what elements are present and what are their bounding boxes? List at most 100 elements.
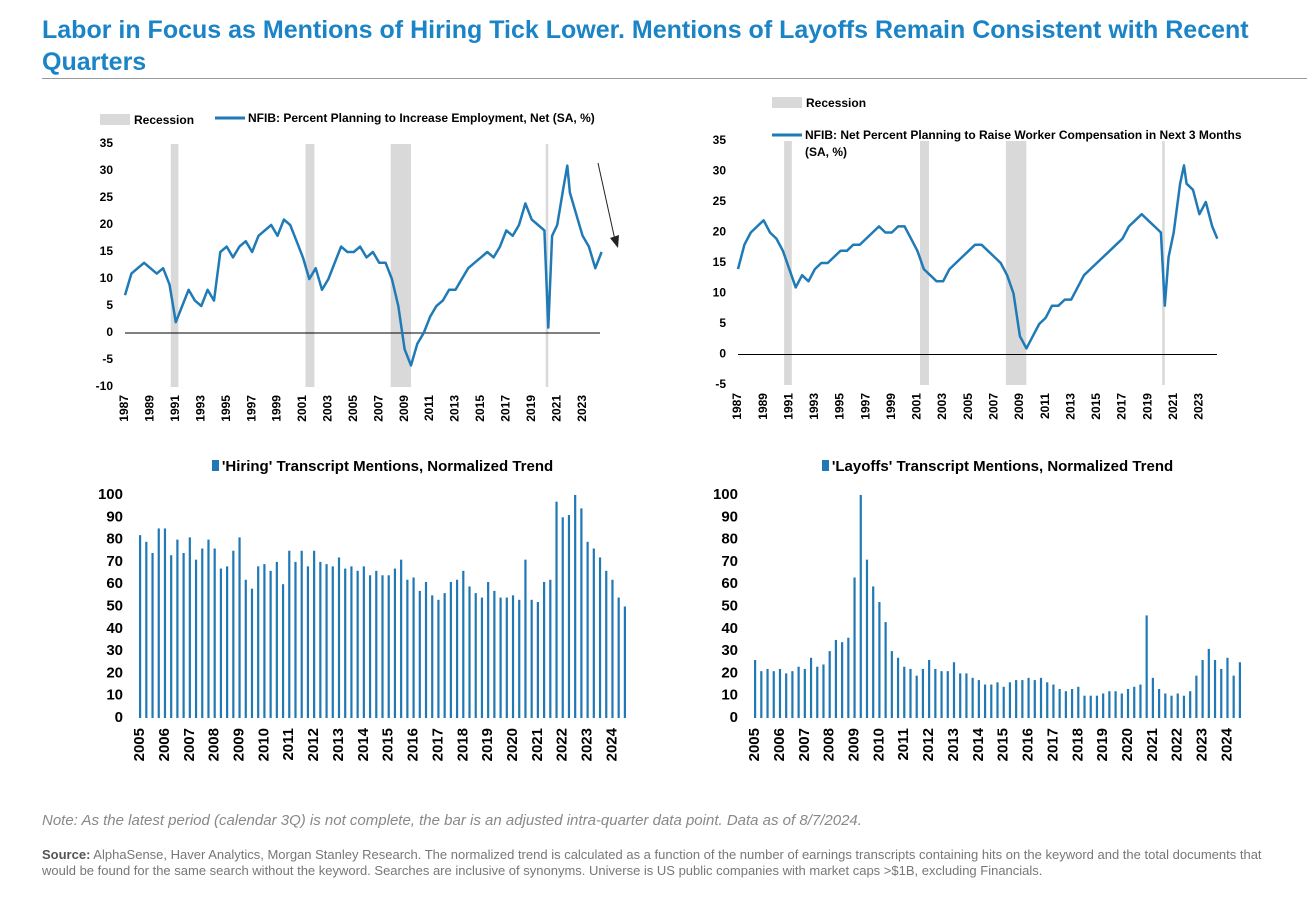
bar	[983, 684, 987, 718]
bar	[872, 586, 875, 718]
bar	[511, 595, 515, 718]
y-tick-label: 35	[713, 133, 727, 147]
bar	[201, 548, 204, 718]
y-tick-label: 90	[721, 508, 738, 525]
bar	[754, 660, 757, 718]
y-tick-label: 30	[106, 642, 123, 659]
bar	[151, 552, 154, 718]
x-tick-label: 1997	[244, 395, 258, 422]
bar	[803, 668, 806, 718]
bar	[139, 535, 142, 718]
bar	[1033, 680, 1036, 718]
source: Source: AlphaSense, Haver Analytics, Mor…	[42, 847, 1282, 879]
bar	[952, 662, 956, 718]
bar	[1046, 682, 1049, 718]
x-tick-label: 2016	[1020, 728, 1037, 761]
y-tick-label: 0	[106, 325, 113, 339]
bar	[356, 570, 359, 718]
x-tick-label: 2013	[945, 728, 962, 761]
x-tick-label: 2023	[575, 395, 589, 422]
x-tick-label: 2015	[1089, 393, 1103, 420]
bar	[934, 668, 937, 718]
x-tick-label: 2024	[603, 727, 620, 761]
x-tick-label: 2017	[498, 395, 512, 422]
bar	[1220, 668, 1223, 718]
bar	[896, 657, 900, 718]
bar	[797, 666, 800, 718]
bar	[182, 552, 185, 718]
bar	[325, 564, 328, 718]
x-tick-label: 2011	[1038, 393, 1052, 419]
source-label: Source:	[42, 847, 91, 862]
x-tick-label: 1989	[143, 395, 157, 422]
y-tick-label: 40	[106, 620, 123, 637]
y-tick-label: 20	[100, 217, 114, 231]
x-tick-label: 2011	[280, 728, 297, 761]
legend-label: 'Hiring' Transcript Mentions, Normalized…	[87, 458, 678, 475]
x-tick-label: 2007	[796, 728, 813, 761]
bar	[828, 651, 831, 718]
bar	[1077, 686, 1080, 718]
bar	[816, 666, 819, 718]
y-tick-label: 0	[730, 709, 738, 726]
y-tick-label: 40	[721, 620, 738, 637]
bar	[878, 602, 881, 718]
y-tick-label: 15	[100, 244, 114, 258]
x-tick-label: 2015	[995, 728, 1012, 761]
bar	[1095, 695, 1099, 718]
bar	[549, 579, 552, 718]
legend-label: Recession	[806, 96, 867, 110]
x-tick-label: 2015	[473, 395, 487, 422]
recession-band	[390, 144, 411, 387]
x-tick-label: 1999	[270, 395, 284, 422]
x-tick-label: 2018	[454, 728, 471, 761]
bar	[1133, 686, 1136, 718]
bar	[1195, 675, 1198, 718]
legend-swatch	[821, 460, 829, 471]
bar	[996, 682, 999, 718]
bar	[1126, 689, 1130, 718]
bar	[263, 564, 266, 718]
x-tick-label: 2007	[371, 395, 385, 422]
bar	[623, 606, 626, 718]
bar	[1145, 615, 1148, 718]
recession-band	[919, 141, 929, 385]
y-tick-label: 60	[721, 575, 738, 592]
y-tick-label: 5	[719, 316, 726, 330]
y-tick-label: 10	[721, 687, 738, 704]
x-tick-label: 2009	[846, 728, 863, 761]
bar	[567, 515, 571, 718]
bar	[586, 541, 589, 718]
series-line	[736, 164, 1219, 350]
x-tick-label: 2021	[529, 728, 546, 761]
y-tick-label: 0	[115, 709, 123, 726]
y-tick-label: 20	[106, 664, 123, 681]
bar	[928, 660, 931, 718]
bar	[561, 517, 564, 718]
bar	[965, 673, 968, 718]
bar	[530, 599, 533, 718]
x-tick-label: 2001	[295, 395, 309, 422]
x-tick-label: 2007	[986, 393, 1000, 420]
bar	[605, 570, 608, 718]
bar	[344, 568, 347, 718]
y-tick-label: 15	[713, 255, 727, 269]
bar	[1108, 691, 1111, 718]
x-tick-label: 2021	[1144, 728, 1161, 761]
y-tick-label: 25	[713, 194, 727, 208]
x-tick-label: 2005	[961, 393, 975, 420]
bar	[1176, 693, 1179, 718]
bar	[207, 539, 210, 718]
x-tick-label: 2012	[920, 728, 937, 761]
bar	[940, 671, 943, 718]
series-line	[123, 164, 603, 367]
legend-label: 'Layoffs' Transcript Mentions, Normalize…	[702, 458, 1293, 475]
x-tick-label: 2013	[330, 728, 347, 761]
x-tick-label: 1987	[730, 393, 744, 420]
y-tick-label: -10	[96, 379, 114, 393]
bar	[903, 666, 906, 718]
legend-label-box: 'Hiring' Transcript Mentions, Normalized…	[87, 458, 678, 475]
bar	[1039, 677, 1043, 718]
bar	[462, 570, 465, 718]
